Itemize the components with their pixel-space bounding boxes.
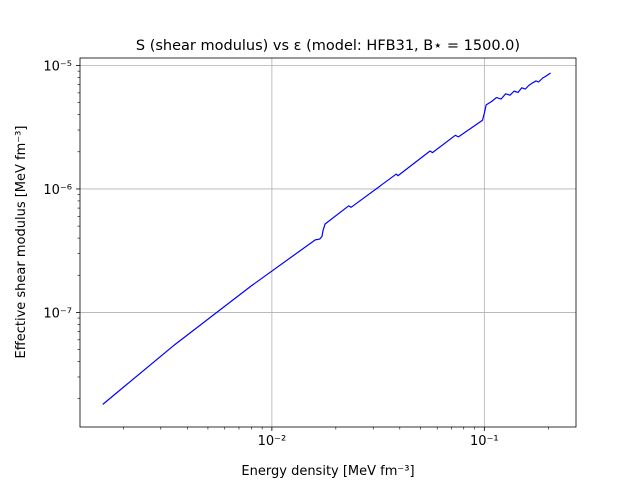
series-group (102, 72, 551, 405)
y-tick-label: 10⁻⁷ (43, 306, 72, 321)
x-axis-label: Energy density [MeV fm⁻³] (241, 464, 414, 479)
y-tick-label: 10⁻⁶ (43, 183, 72, 198)
minor-ticks (77, 70, 549, 430)
plot-frame (79, 57, 577, 428)
plot-area (80, 58, 576, 427)
x-tick-label: 10⁻¹ (470, 434, 499, 449)
chart-title: S (shear modulus) vs ε (model: HFB31, B⋆… (136, 38, 520, 54)
tick-labels: 10⁻² 10⁻¹ 10⁻⁷ 10⁻⁶ 10⁻⁵ (43, 59, 498, 449)
x-tick-label: 10⁻² (258, 434, 287, 449)
series-line (102, 72, 551, 405)
y-tick-label: 10⁻⁵ (43, 59, 72, 74)
y-axis-label: Effective shear modulus [MeV fm⁻³] (14, 126, 29, 359)
major-ticks (76, 65, 485, 431)
gridlines (80, 58, 576, 427)
